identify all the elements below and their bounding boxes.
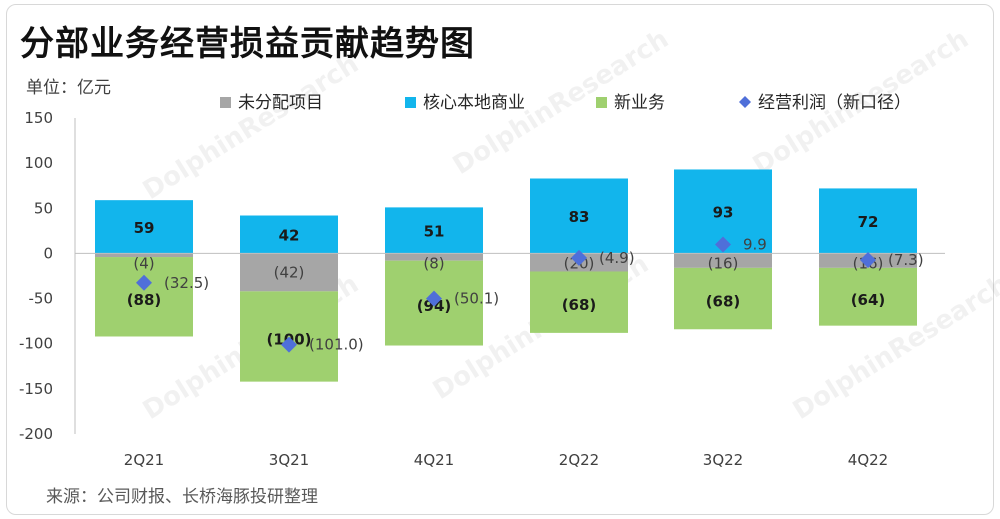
legend-swatch-unallocated xyxy=(220,97,231,108)
bar-unallocated xyxy=(674,253,772,268)
watermark-text: DolphinResearch xyxy=(138,49,364,206)
bar-core-local xyxy=(385,207,483,254)
bar-new-business xyxy=(674,267,772,330)
y-tick-label: 50 xyxy=(34,199,53,217)
y-tick-label: -100 xyxy=(19,335,53,353)
bar-unallocated xyxy=(95,253,193,258)
operating-profit-marker xyxy=(281,336,297,353)
legend-label-operating_profit: 经营利润（新口径） xyxy=(758,93,911,113)
data-label-unallocated: (4) xyxy=(133,254,154,272)
operating-profit-marker xyxy=(715,236,731,253)
legend-label-unallocated: 未分配项目 xyxy=(238,93,323,113)
data-label-operating-profit: (101.0) xyxy=(309,336,364,354)
operating-profit-marker xyxy=(860,252,876,269)
bar-new-business xyxy=(240,291,338,382)
x-tick-label: 3Q21 xyxy=(269,451,309,469)
data-label-new-business: (68) xyxy=(706,293,741,311)
x-tick-label: 3Q22 xyxy=(703,451,743,469)
legend-label-core_local: 核心本地商业 xyxy=(423,93,525,113)
data-label-core-local: 59 xyxy=(134,219,155,237)
data-label-unallocated: (42) xyxy=(274,263,305,281)
bar-core-local xyxy=(819,188,917,254)
data-label-core-local: 83 xyxy=(569,208,590,226)
legend-swatch-operating_profit xyxy=(739,96,751,108)
chart-title: 分部业务经营损益贡献趋势图 xyxy=(20,24,475,64)
source-note: 来源：公司财报、长桥海豚投研整理 xyxy=(46,487,318,507)
data-label-core-local: 72 xyxy=(858,213,879,231)
y-tick-label: 0 xyxy=(43,244,53,262)
legend-swatch-new_business xyxy=(596,97,607,108)
data-label-operating-profit: (4.9) xyxy=(599,249,635,267)
bar-new-business xyxy=(530,271,628,333)
x-tick-label: 4Q21 xyxy=(414,451,454,469)
data-label-operating-profit: (7.3) xyxy=(888,251,924,269)
x-tick-label: 4Q22 xyxy=(848,451,888,469)
data-label-operating-profit: 9.9 xyxy=(743,235,767,253)
legend-label-new_business: 新业务 xyxy=(614,93,665,113)
unit-label: 单位：亿元 xyxy=(26,78,111,98)
bar-unallocated xyxy=(385,253,483,261)
operating-profit-marker xyxy=(426,290,442,307)
y-tick-label: 100 xyxy=(24,154,53,172)
watermark: DolphinResearch xyxy=(138,49,364,206)
data-label-operating-profit: (50.1) xyxy=(454,290,499,308)
operating-profit-marker xyxy=(571,249,587,266)
bar-unallocated xyxy=(240,253,338,292)
data-label-new-business: (68) xyxy=(562,296,597,314)
operating-profit-marker xyxy=(136,274,152,291)
legend-swatch-core_local xyxy=(405,97,416,108)
data-label-core-local: 93 xyxy=(713,203,734,221)
bar-new-business xyxy=(819,267,917,326)
y-tick-label: -150 xyxy=(19,380,53,398)
x-tick-label: 2Q21 xyxy=(124,451,164,469)
y-tick-label: -50 xyxy=(29,290,54,308)
y-tick-label: -200 xyxy=(19,425,53,443)
bar-core-local xyxy=(95,200,193,254)
y-tick-label: 150 xyxy=(24,109,53,127)
data-label-unallocated: (8) xyxy=(423,254,444,272)
bar-core-local xyxy=(530,178,628,254)
data-label-core-local: 42 xyxy=(279,226,300,244)
bar-new-business xyxy=(95,257,193,337)
data-label-unallocated: (16) xyxy=(708,254,739,272)
bar-core-local xyxy=(240,215,338,254)
data-label-new-business: (64) xyxy=(851,291,886,309)
data-label-operating-profit: (32.5) xyxy=(164,274,209,292)
data-label-new-business: (88) xyxy=(127,291,162,309)
data-label-core-local: 51 xyxy=(424,222,445,240)
x-tick-label: 2Q22 xyxy=(559,451,599,469)
